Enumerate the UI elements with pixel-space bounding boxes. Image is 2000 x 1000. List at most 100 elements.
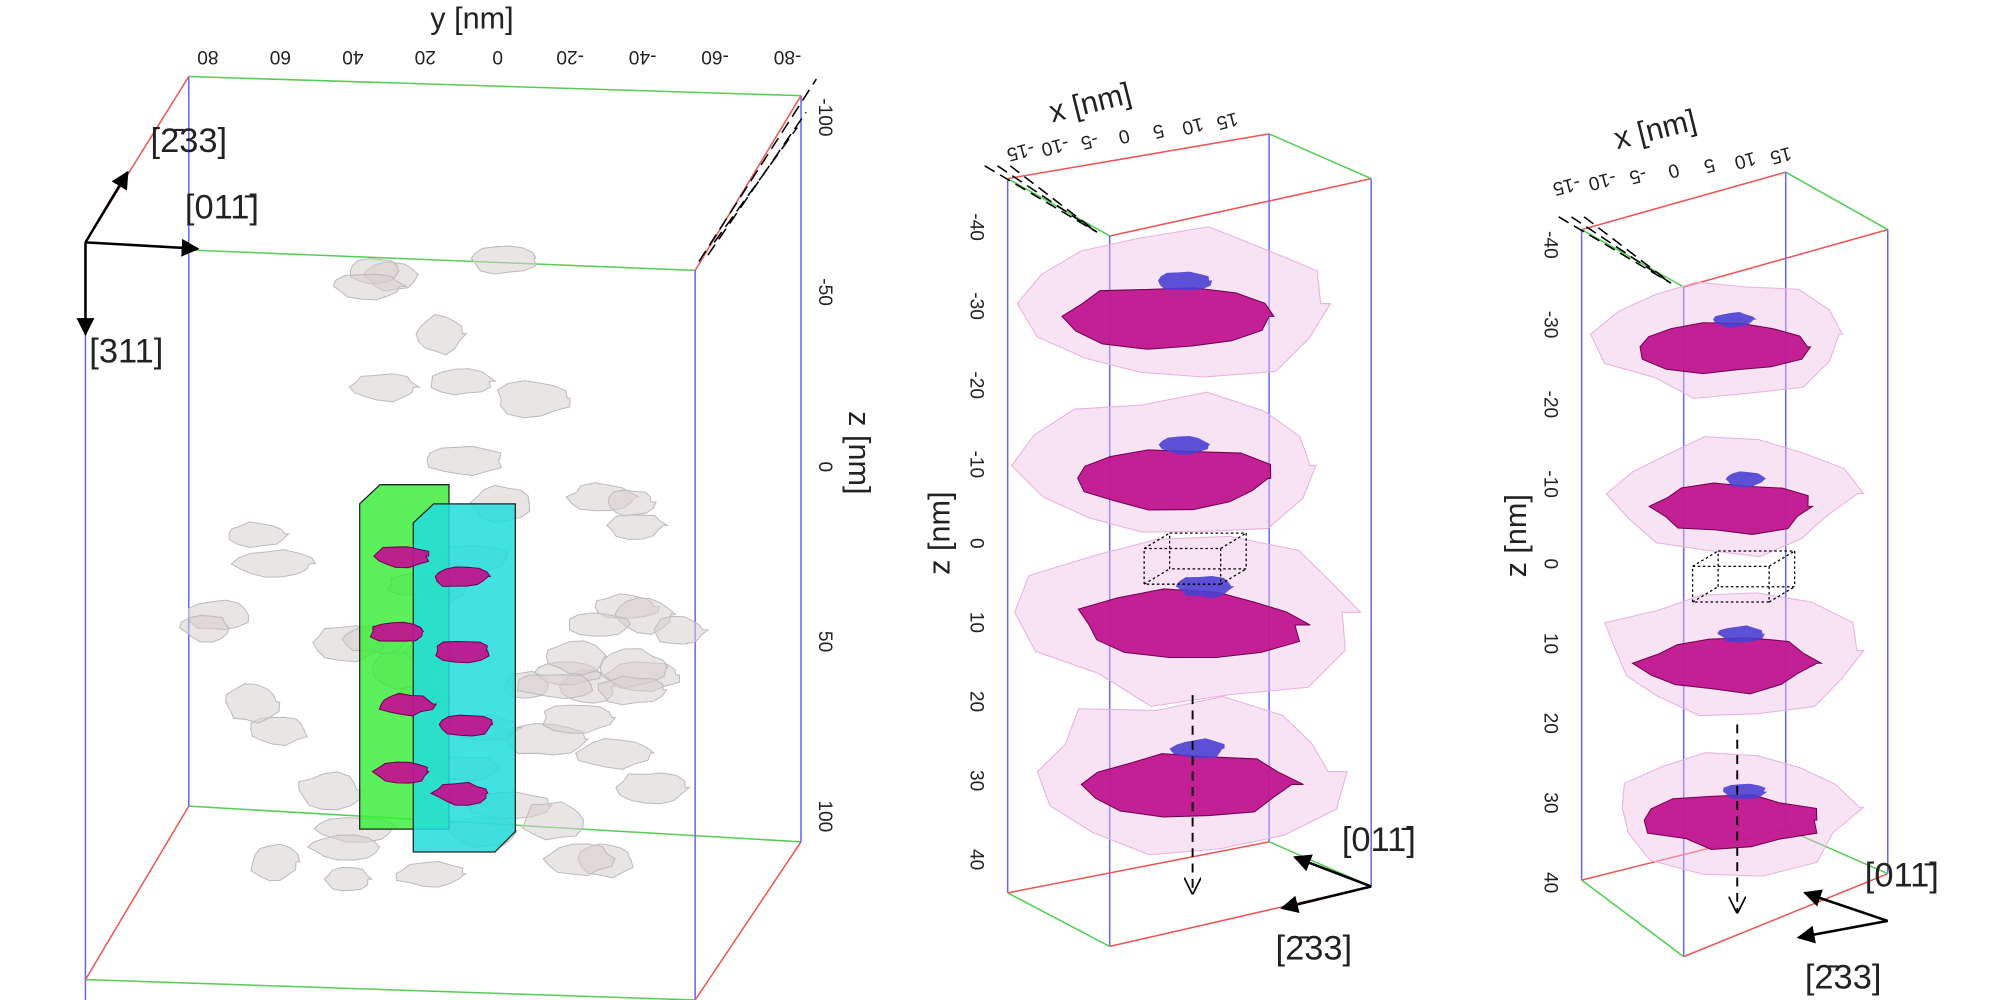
label: -40 — [629, 46, 657, 67]
label: 20 — [966, 691, 987, 712]
precipitate — [1717, 625, 1765, 643]
precipitate — [1713, 311, 1757, 329]
label: 10 — [1540, 633, 1561, 654]
label: 5 — [1150, 119, 1166, 142]
label: [311] — [89, 332, 163, 370]
precipitate — [224, 683, 281, 724]
label: z [nm] — [842, 411, 876, 494]
label: 60 — [270, 46, 291, 67]
label: 0 — [1116, 124, 1132, 147]
box-edge — [1109, 177, 1372, 237]
label: -20 — [1540, 391, 1561, 419]
label: -15 — [1004, 137, 1036, 164]
precipitate — [230, 549, 317, 578]
precipitate — [395, 860, 468, 888]
label: -20 — [966, 371, 987, 399]
label: 40 — [1540, 872, 1561, 893]
tick-line — [1571, 216, 1672, 284]
precipitate — [1648, 482, 1815, 535]
precipitate — [597, 675, 668, 706]
precipitate — [1631, 637, 1824, 695]
precipitate — [521, 801, 584, 841]
arrow — [1796, 919, 1888, 944]
precipitate — [541, 704, 617, 734]
label: [011̄] — [1342, 821, 1416, 859]
precipitate — [575, 738, 656, 770]
precipitate — [496, 380, 571, 419]
label: 10 — [1180, 113, 1206, 139]
box-edge — [1581, 879, 1685, 958]
label: 15 — [1768, 142, 1794, 168]
box-edge — [188, 75, 802, 97]
label: -15 — [1550, 172, 1582, 199]
arrow — [1803, 889, 1889, 923]
label: z [nm] — [922, 491, 956, 574]
box-edge — [1581, 171, 1786, 231]
label: y [nm] — [430, 2, 513, 36]
label: 20 — [415, 46, 436, 67]
precipitate — [435, 640, 490, 664]
label: -30 — [1540, 311, 1561, 339]
precipitate — [1077, 449, 1272, 511]
precipitate — [607, 489, 657, 517]
precipitate — [250, 843, 301, 882]
precipitate — [378, 692, 438, 717]
precipitate — [1077, 588, 1311, 659]
arrow — [1292, 854, 1372, 888]
outline-box — [1143, 532, 1247, 585]
box-edge — [1007, 892, 1111, 948]
precipitate — [1158, 435, 1211, 455]
tick-line — [1583, 216, 1672, 284]
box-edge — [1683, 873, 1889, 958]
box-edge — [1785, 171, 1889, 231]
label: 10 — [966, 612, 987, 633]
label: 5 — [1701, 153, 1717, 176]
label: x [nm] — [1611, 103, 1700, 156]
box-edge — [1268, 133, 1372, 180]
layout: y [nm]80 60 40 20 0 -20 -40 -60 -80-100-50050100… — [76, 2, 1939, 1000]
tick-line — [1558, 216, 1672, 284]
label: 10 — [1732, 147, 1758, 173]
arrow — [1280, 885, 1372, 914]
label: x [nm] — [1046, 76, 1135, 129]
precipitate — [371, 761, 430, 784]
label: -10 — [966, 450, 987, 478]
label: [2̄33] — [151, 122, 228, 160]
tick-line — [707, 111, 807, 256]
precipitate — [1639, 322, 1812, 375]
label: 20 — [1540, 713, 1561, 734]
precipitate — [653, 615, 710, 645]
label: -100 — [814, 98, 835, 136]
label: 0 — [814, 462, 835, 473]
tick-line — [698, 78, 817, 262]
precipitate — [323, 866, 374, 892]
label: 40 — [342, 46, 363, 67]
precipitate — [470, 245, 537, 275]
label: [2̄33] — [1276, 929, 1353, 967]
tick-line — [1009, 165, 1098, 233]
precipitate — [1169, 738, 1225, 759]
label: 50 — [814, 631, 835, 652]
precipitate — [306, 834, 381, 861]
precipitate — [1175, 576, 1235, 599]
tick-line — [997, 165, 1098, 233]
box-edge — [694, 841, 802, 1000]
box-edge — [694, 95, 802, 271]
precipitate — [542, 843, 618, 877]
label: 0 — [966, 538, 987, 549]
precipitate — [415, 313, 468, 356]
precipitate — [430, 368, 497, 396]
tick-line — [984, 165, 1098, 233]
precipitate — [1723, 783, 1768, 800]
label: [011̄] — [185, 188, 259, 226]
label: -50 — [814, 278, 835, 306]
label: -40 — [966, 213, 987, 241]
precipitate — [545, 640, 609, 675]
label: 30 — [966, 770, 987, 791]
label: 40 — [966, 849, 987, 870]
precipitate — [1061, 287, 1275, 350]
label: [011̄] — [1865, 857, 1939, 895]
precipitate — [332, 273, 407, 301]
tick-line — [713, 127, 798, 243]
label: -5 — [1078, 128, 1100, 153]
